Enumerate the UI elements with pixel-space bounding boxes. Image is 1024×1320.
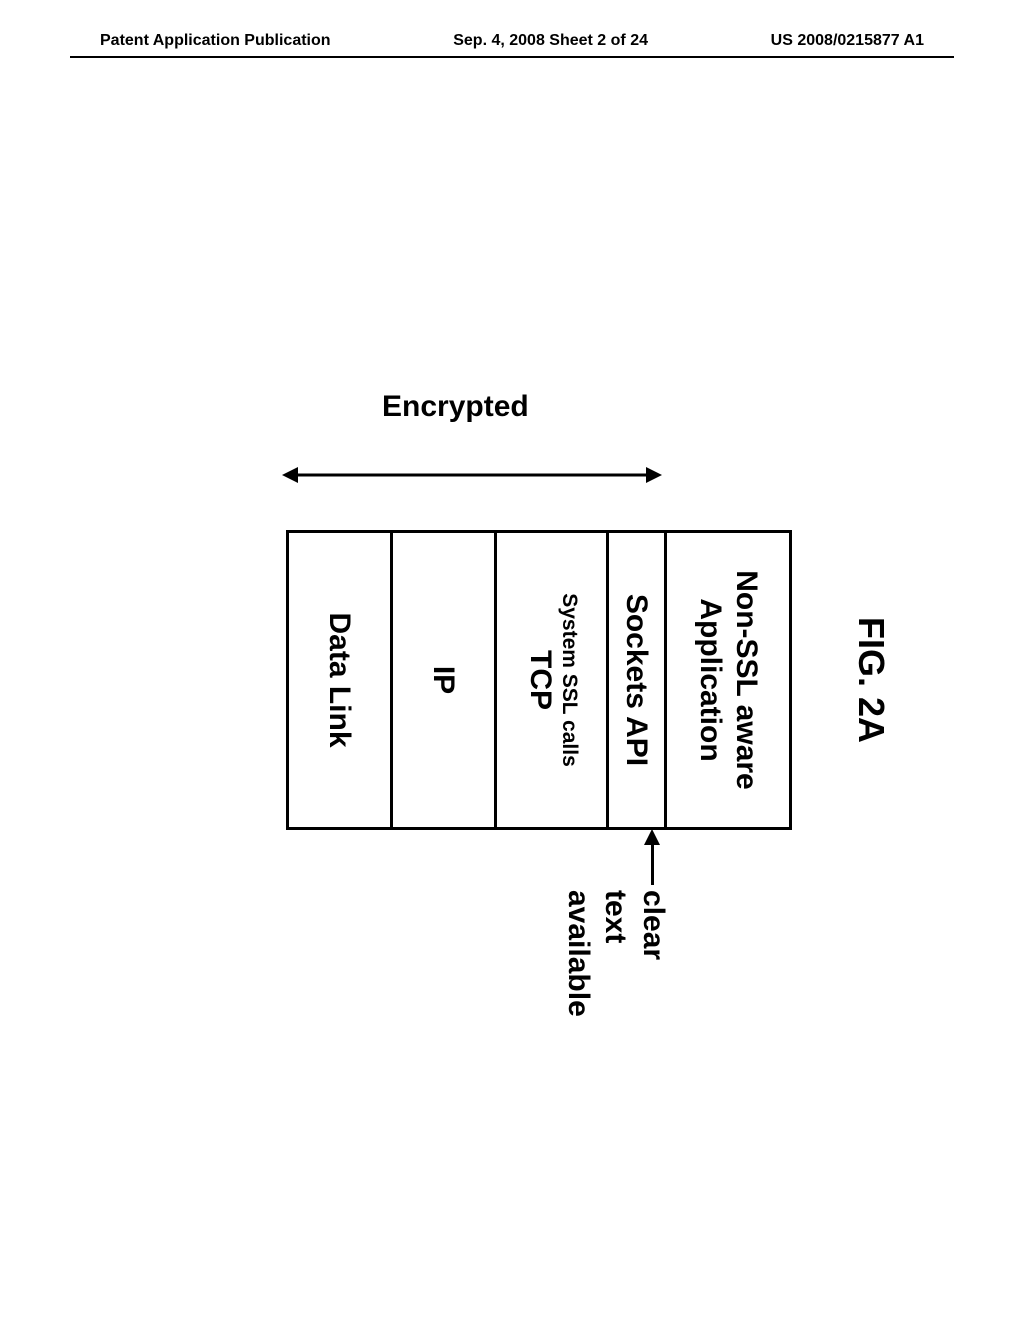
layer-application: Non-SSL aware Application	[664, 530, 792, 830]
header-divider	[70, 56, 954, 58]
layer-sockets-api: Sockets API	[606, 530, 664, 830]
tcp-label: TCP	[523, 650, 557, 710]
layer-datalink: Data Link	[286, 530, 390, 830]
page-header: Patent Application Publication Sep. 4, 2…	[0, 32, 1024, 50]
layer-tcp: System SSL calls TCP	[494, 530, 606, 830]
header-center: Sep. 4, 2008 Sheet 2 of 24	[453, 32, 648, 50]
layer-app-line2: Application	[692, 598, 728, 761]
encrypted-arrow	[282, 460, 662, 490]
header-right: US 2008/0215877 A1	[771, 32, 924, 50]
cleartext-line2: text	[597, 890, 635, 1017]
header-left: Patent Application Publication	[100, 32, 331, 50]
encrypted-label: Encrypted	[382, 390, 529, 424]
figure-canvas: FIG. 2A Non-SSL aware Application Socket…	[70, 120, 954, 1240]
protocol-stack: Non-SSL aware Application Sockets API Sy…	[286, 530, 792, 830]
cleartext-line3: available	[560, 890, 598, 1017]
ssl-calls-label: System SSL calls	[559, 593, 580, 767]
rotated-figure: FIG. 2A Non-SSL aware Application Socket…	[162, 280, 862, 1080]
cleartext-arrow-head	[643, 829, 661, 847]
layer-ip: IP	[390, 530, 494, 830]
layer-app-line1: Non-SSL aware	[728, 570, 764, 790]
cleartext-label: clear text available	[560, 890, 673, 1017]
cleartext-line1: clear	[635, 890, 673, 1017]
figure-title: FIG. 2A	[850, 617, 892, 743]
